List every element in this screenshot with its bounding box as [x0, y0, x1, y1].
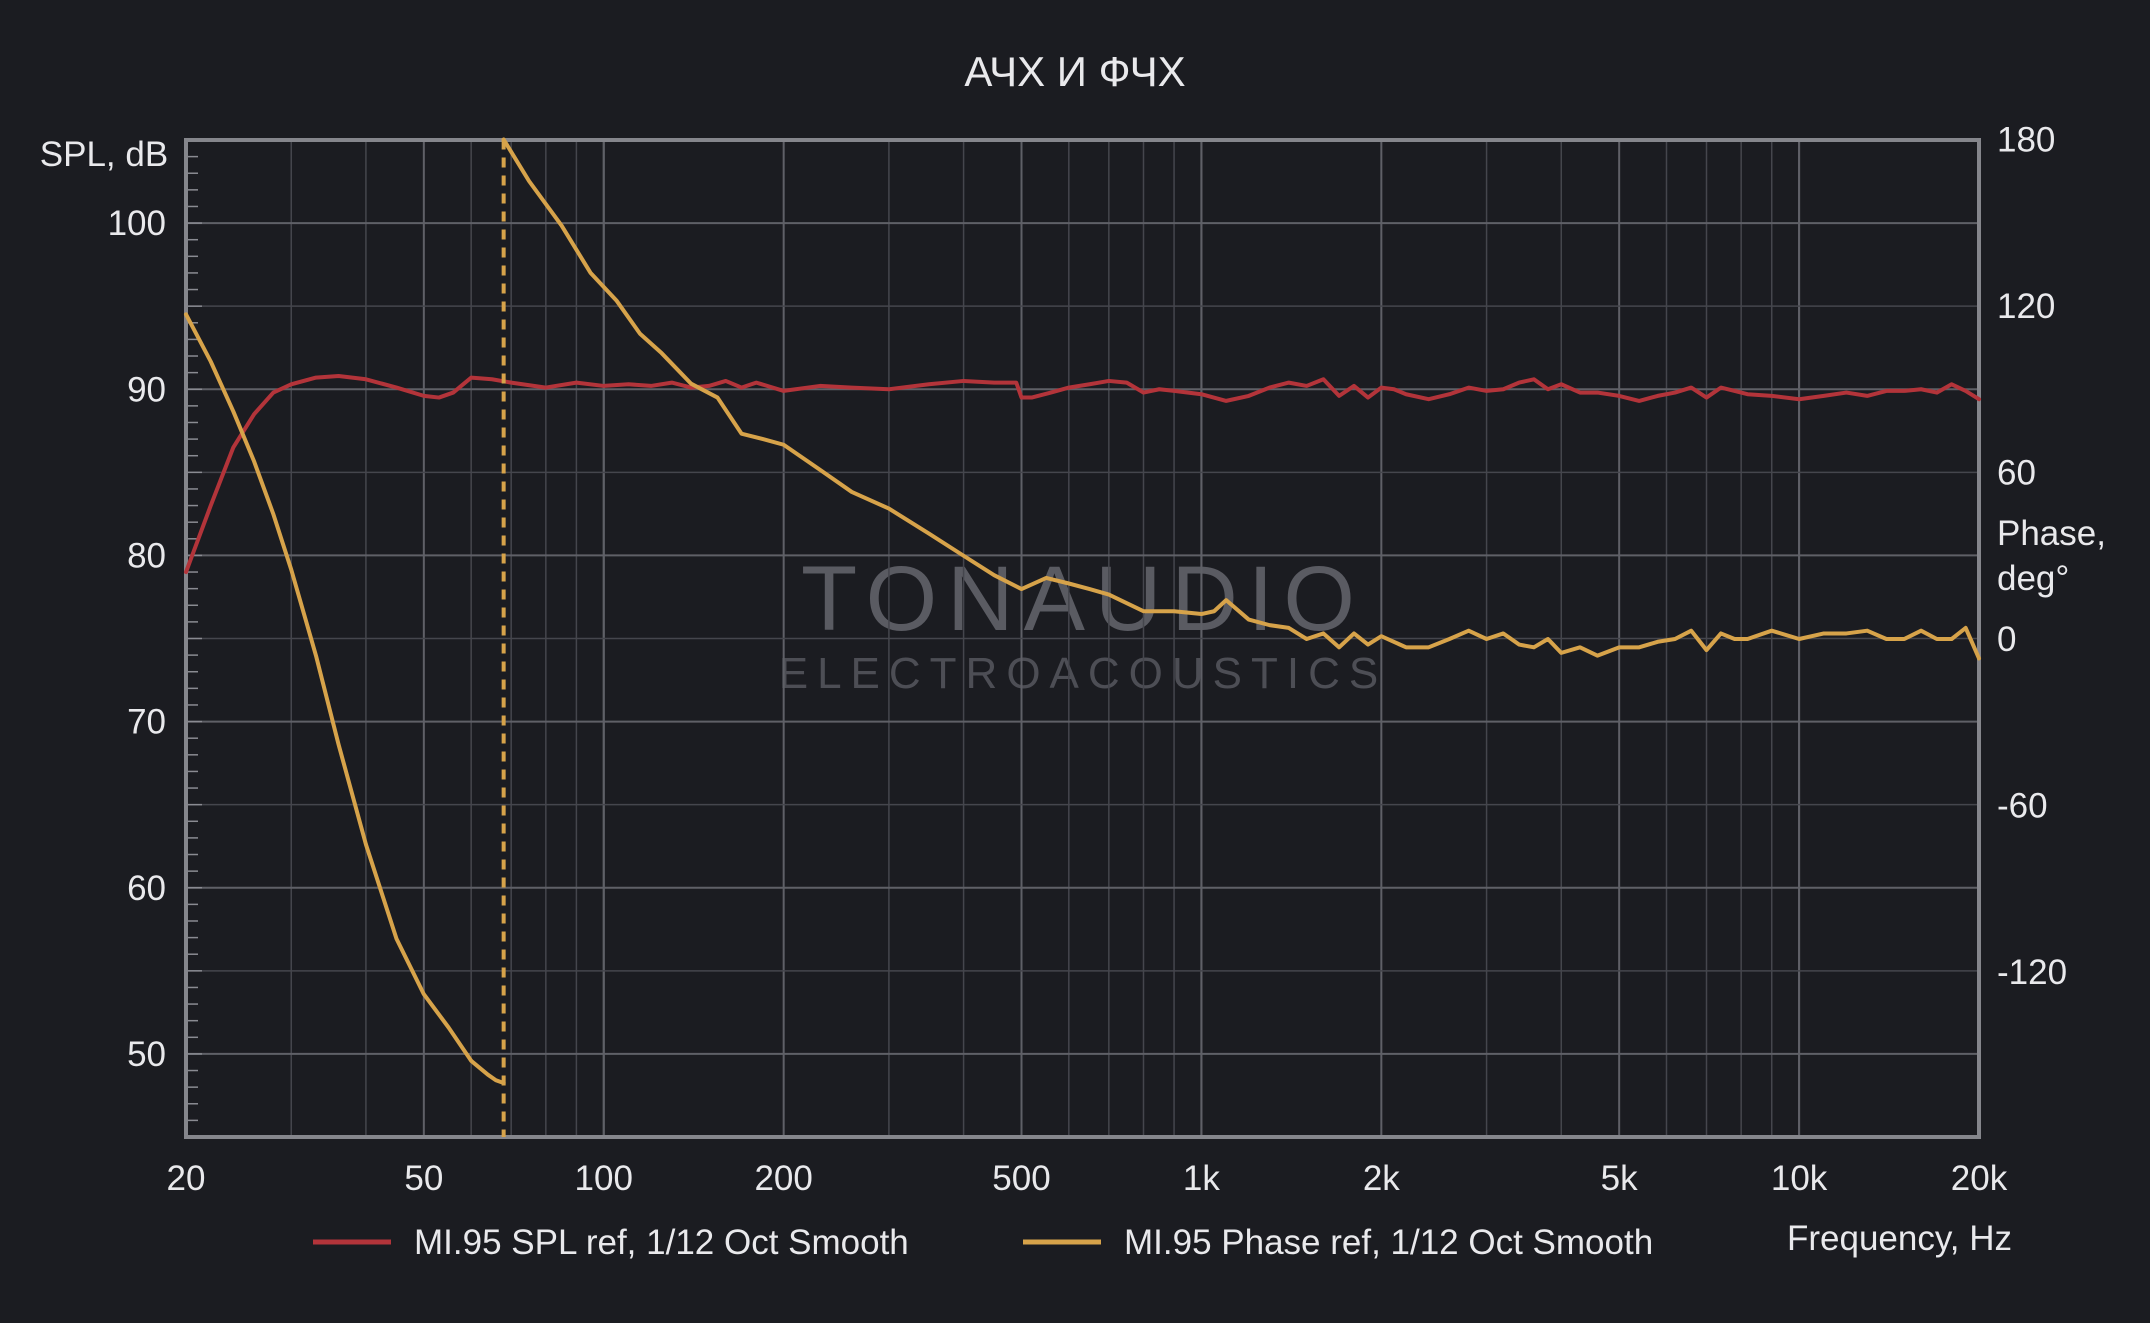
legend-label-spl: MI.95 SPL ref, 1/12 Oct Smooth — [414, 1223, 909, 1262]
y-tick-label: 70 — [127, 703, 166, 742]
chart-title: АЧХ И ФЧХ — [964, 48, 1185, 95]
watermark-brand: TONAUDIO — [801, 548, 1365, 650]
grid — [186, 140, 1979, 1137]
x-axis-label: Frequency, Hz — [1787, 1219, 2012, 1258]
x-tick-label: 5k — [1601, 1159, 1638, 1198]
x-tick-label: 1k — [1183, 1159, 1220, 1198]
x-tick-label: 100 — [575, 1159, 633, 1198]
series-line-spl — [184, 373, 1981, 575]
x-tick-label: 20 — [167, 1159, 206, 1198]
watermark-subtitle: ELECTROACOUSTICS — [779, 649, 1388, 698]
series-layer — [184, 137, 1981, 1137]
y-tick-label: 50 — [127, 1035, 166, 1074]
y-axis-label: SPL, dB — [40, 135, 168, 174]
y-tick-label: 80 — [127, 536, 166, 575]
x-tick-label: 10k — [1771, 1159, 1828, 1198]
y-tick-label: 90 — [127, 370, 166, 409]
plot-border — [184, 138, 1981, 1139]
y2-tick-label: 120 — [1997, 287, 2055, 326]
y-tick-label: 100 — [108, 204, 166, 243]
y2-axis-label-line1: Phase, — [1997, 514, 2106, 553]
x-tick-label: 200 — [754, 1159, 812, 1198]
legend-label-phase: MI.95 Phase ref, 1/12 Oct Smooth — [1124, 1223, 1653, 1262]
y2-tick-label: 60 — [1997, 454, 2036, 493]
y2-tick-label: -60 — [1997, 787, 2048, 826]
y2-axis-label-line2: deg° — [1997, 559, 2069, 598]
series-line-phase — [184, 312, 506, 1085]
x-tick-label: 50 — [404, 1159, 443, 1198]
series-line-phase — [501, 137, 1981, 661]
y2-tick-label: 180 — [1997, 121, 2055, 160]
x-tick-label: 20k — [1951, 1159, 2008, 1198]
ticks: 20 50 100 200 500 1k 2k 5k 10k 20k 50 60 70 80 90 100 -1… — [108, 121, 2067, 1199]
plot-frame — [184, 138, 1981, 1139]
watermark: TONAUDIO ELECTROACOUSTICS — [779, 548, 1388, 698]
y2-tick-label: -120 — [1997, 953, 2067, 992]
y2-tick-label: 0 — [1997, 620, 2016, 659]
y-tick-label: 60 — [127, 869, 166, 908]
x-tick-label: 500 — [992, 1159, 1050, 1198]
legend: MI.95 SPL ref, 1/12 Oct Smooth MI.95 Phas… — [313, 1223, 1653, 1262]
x-tick-label: 2k — [1363, 1159, 1400, 1198]
